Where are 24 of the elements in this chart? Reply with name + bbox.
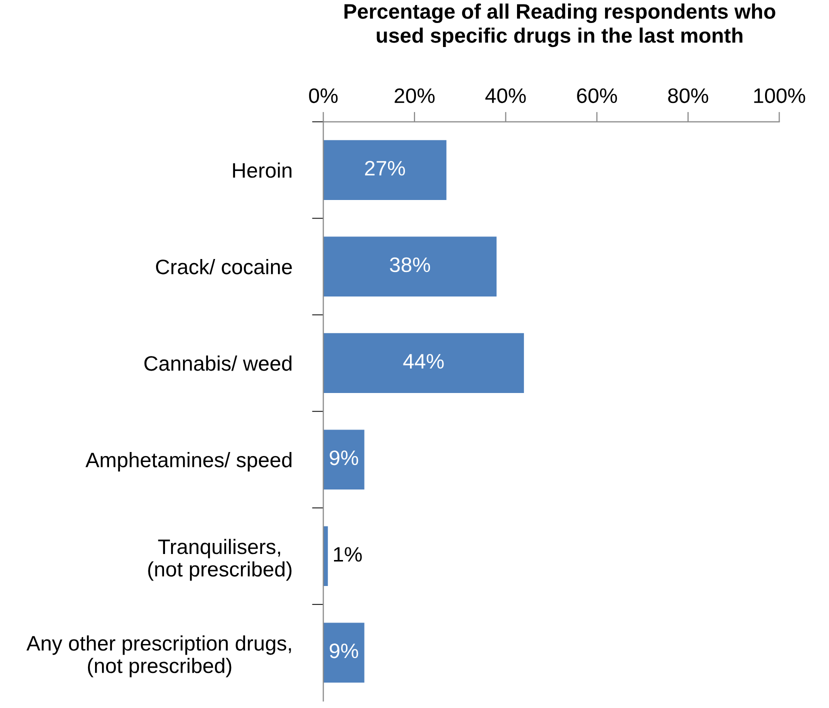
y-tick-label: Crack/ cocaine bbox=[156, 259, 292, 274]
data-label: 1% bbox=[334, 547, 362, 562]
data-label: 9% bbox=[330, 644, 358, 658]
x-tick-label: 20% bbox=[394, 88, 435, 104]
x-tick-label: 60% bbox=[577, 88, 617, 104]
y-tick-label: Tranquilisers, (not prescribed) bbox=[148, 538, 292, 581]
y-tick-label: Amphetamines/ speed bbox=[86, 452, 292, 472]
data-label: 38% bbox=[390, 257, 430, 272]
x-tick-label: 80% bbox=[668, 88, 708, 104]
x-tick-label: 100% bbox=[754, 88, 806, 104]
x-tick-label: 40% bbox=[485, 88, 526, 104]
chart-title: Percentage of all Reading respondents who used specific drugs in the last month bbox=[344, 4, 776, 48]
bar bbox=[323, 140, 446, 200]
bar bbox=[323, 430, 364, 490]
y-tick-label: Heroin bbox=[233, 162, 292, 178]
data-label: 44% bbox=[403, 354, 444, 369]
data-label: 27% bbox=[365, 160, 405, 176]
bar bbox=[323, 236, 497, 296]
y-tick-label: Cannabis/ weed bbox=[144, 356, 292, 371]
y-tick-label: Any other prescription drugs, (not prescribed) bbox=[26, 635, 291, 678]
x-tick-label: 0% bbox=[309, 88, 338, 104]
bar bbox=[323, 622, 364, 683]
data-label: 9% bbox=[330, 450, 358, 466]
bar bbox=[323, 333, 524, 394]
